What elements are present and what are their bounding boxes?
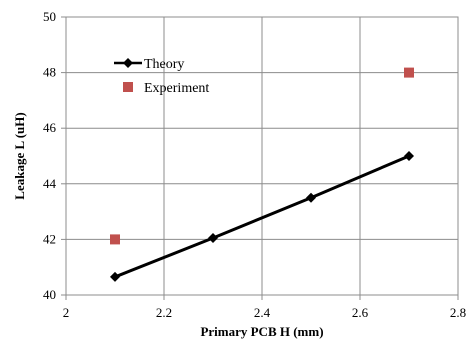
series-theory-line bbox=[114, 154, 410, 279]
x-tick-label: 2.4 bbox=[254, 305, 271, 320]
y-axis-label: Leakage L (uH) bbox=[12, 112, 27, 199]
series-layer bbox=[110, 67, 414, 282]
x-tick-label: 2.6 bbox=[352, 305, 369, 320]
x-tick-labels: 2 2.2 2.4 2.6 2.8 bbox=[63, 295, 466, 320]
y-tick-label: 48 bbox=[43, 65, 56, 80]
theory-point bbox=[306, 192, 316, 203]
legend-item-theory: Theory bbox=[114, 57, 184, 72]
y-tick-label: 44 bbox=[43, 176, 57, 191]
x-tick-label: 2 bbox=[63, 305, 70, 320]
experiment-point bbox=[110, 234, 120, 245]
grid bbox=[66, 17, 458, 295]
y-tick-label: 40 bbox=[43, 287, 56, 302]
x-tick-label: 2.2 bbox=[156, 305, 172, 320]
legend-experiment-marker bbox=[123, 82, 133, 92]
legend-experiment-label: Experiment bbox=[144, 81, 209, 96]
experiment-point bbox=[404, 67, 414, 78]
y-tick-label: 46 bbox=[43, 120, 57, 135]
legend: Theory Experiment bbox=[114, 57, 209, 96]
y-tick-label: 50 bbox=[43, 9, 56, 24]
legend-theory-marker bbox=[123, 58, 133, 68]
theory-point bbox=[404, 151, 414, 161]
theory-point bbox=[110, 271, 120, 282]
legend-item-experiment: Experiment bbox=[123, 81, 209, 96]
legend-theory-label: Theory bbox=[144, 57, 184, 72]
x-tick-label: 2.8 bbox=[450, 305, 466, 320]
y-tick-label: 42 bbox=[43, 231, 56, 246]
x-axis-label: Primary PCB H (mm) bbox=[200, 324, 323, 339]
y-tick-labels: 40 42 44 46 48 50 bbox=[43, 9, 66, 302]
theory-point bbox=[208, 233, 218, 244]
